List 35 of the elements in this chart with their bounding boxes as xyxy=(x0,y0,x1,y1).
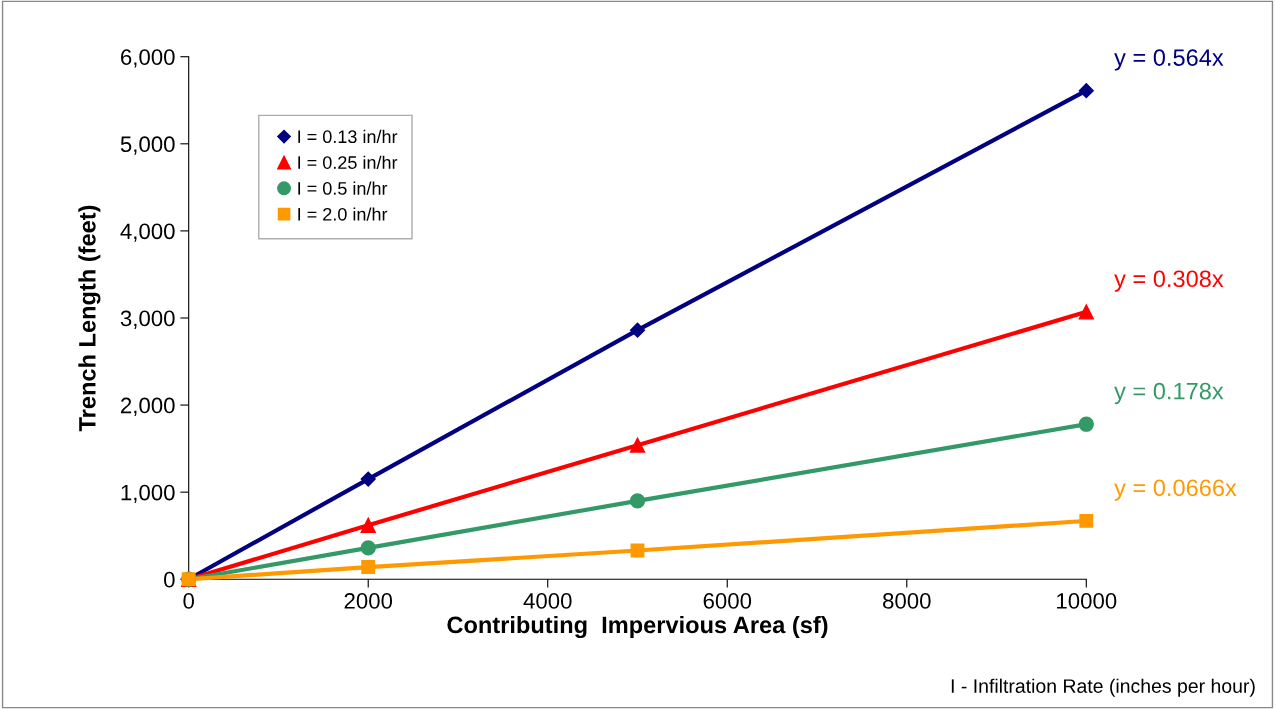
y-tick-label: 0 xyxy=(164,571,175,588)
y-axis-title: Trench Length (feet) xyxy=(78,205,101,432)
x-tick-label: 10000 xyxy=(1057,593,1117,609)
legend-label: I = 2.0 in/hr xyxy=(298,207,388,221)
y-tick-label: 3,000 xyxy=(120,310,175,329)
point xyxy=(1078,416,1094,432)
point xyxy=(629,437,646,453)
y-tick-label: 2,000 xyxy=(121,397,175,416)
point xyxy=(360,517,376,533)
text: y = 0.0666x xyxy=(1114,479,1237,501)
point xyxy=(361,560,376,575)
text: y = 0.564x xyxy=(1114,49,1224,71)
x-axis-title: Contributing Impervious Area (sf) xyxy=(447,615,828,639)
x-tick-label: 0 xyxy=(183,593,195,609)
legend-label: I = 0.25 in/hr xyxy=(298,155,398,169)
point xyxy=(1078,83,1094,99)
y-tick-label: 6,000 xyxy=(121,49,175,68)
x-tick-label: 8000 xyxy=(883,593,931,609)
legend-label: I = 0.5 in/hr xyxy=(298,181,388,195)
y-tick-label: 5,000 xyxy=(120,136,175,155)
y-tick-label: 1,000 xyxy=(121,484,175,504)
point xyxy=(1078,304,1094,320)
text: I - Infiltration Rate (inches per hour) xyxy=(951,678,1255,697)
x-tick-label: 4000 xyxy=(523,593,572,609)
y-tick-label: 4,000 xyxy=(120,223,175,242)
point xyxy=(360,540,376,556)
text: y = 0.178x xyxy=(1114,382,1224,405)
point xyxy=(1079,513,1094,528)
point xyxy=(629,322,646,338)
legend-label: I = 0.13 in/hr xyxy=(298,129,398,144)
text: y = 0.308x xyxy=(1114,270,1224,292)
x-tick-label: 2000 xyxy=(344,593,393,609)
point xyxy=(629,493,646,509)
point xyxy=(360,471,376,487)
x-tick-label: 6000 xyxy=(703,593,752,609)
